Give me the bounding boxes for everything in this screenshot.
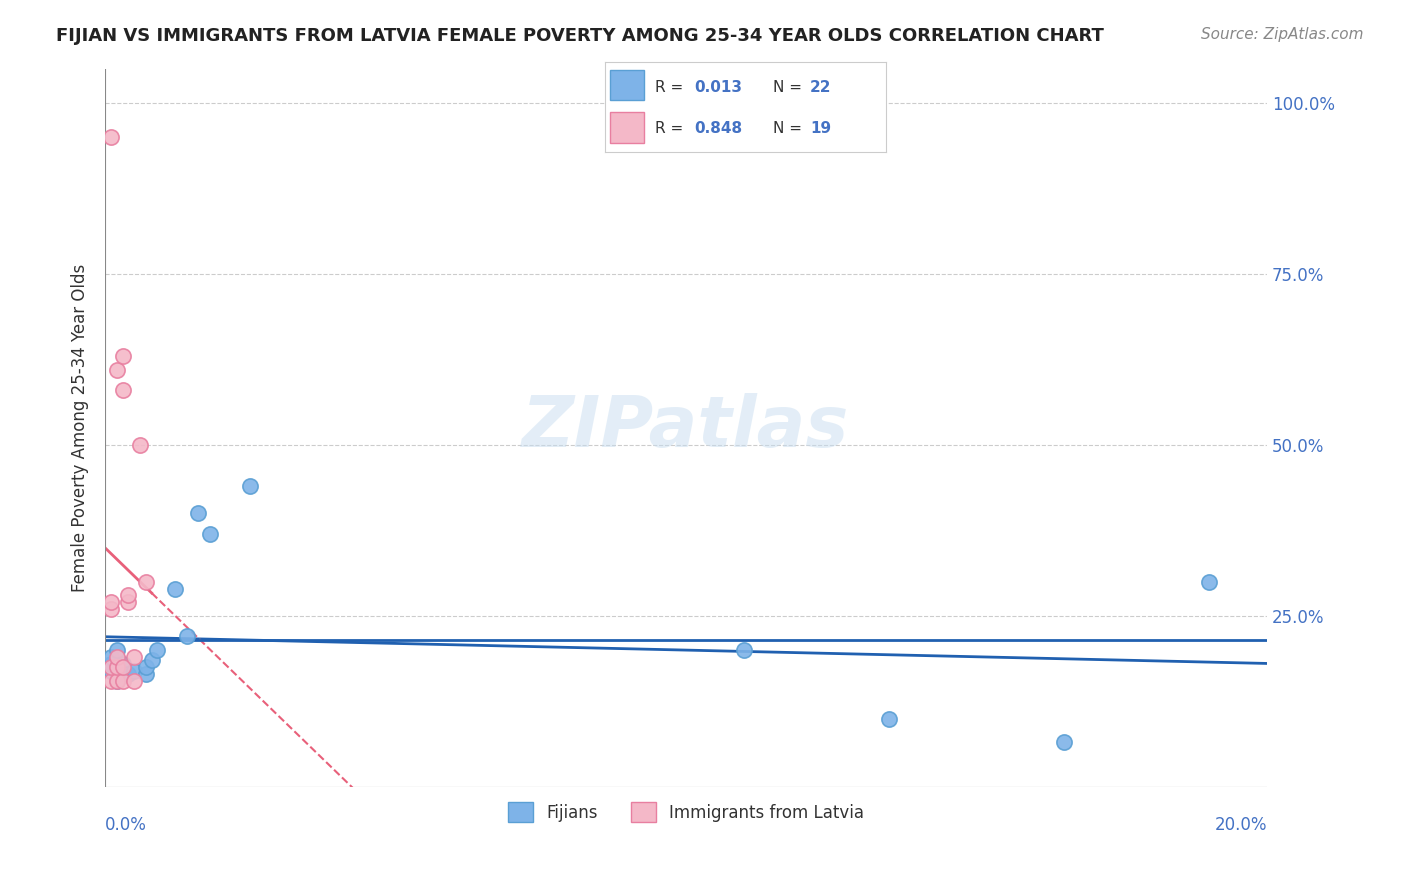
Point: [100, 673, 122, 688]
Y-axis label: Female Poverty Among 25-34 Year Olds: Female Poverty Among 25-34 Year Olds: [72, 264, 89, 592]
Text: 22: 22: [810, 80, 831, 95]
Point: [111, 657, 134, 671]
Point: [111, 349, 134, 363]
Point: [100, 664, 122, 678]
Text: 20.0%: 20.0%: [1215, 815, 1267, 834]
Text: R =: R =: [655, 80, 689, 95]
Point: [105, 643, 128, 657]
Text: Source: ZipAtlas.com: Source: ZipAtlas.com: [1201, 27, 1364, 42]
Point: [117, 667, 139, 681]
Text: ZIPatlas: ZIPatlas: [523, 393, 849, 462]
Point: [105, 667, 128, 681]
Point: [1052, 735, 1074, 749]
Point: [187, 506, 209, 520]
Point: [100, 657, 122, 671]
Point: [1198, 574, 1220, 589]
Point: [100, 602, 122, 616]
Point: [105, 673, 128, 688]
Text: 0.848: 0.848: [695, 121, 742, 136]
Point: [733, 643, 755, 657]
Point: [239, 479, 262, 493]
Point: [100, 130, 122, 145]
Point: [111, 383, 134, 397]
Point: [111, 673, 134, 688]
Point: [105, 660, 128, 674]
Legend: Fijians, Immigrants from Latvia: Fijians, Immigrants from Latvia: [501, 795, 870, 829]
Point: [117, 588, 139, 602]
Point: [198, 526, 221, 541]
Point: [135, 660, 157, 674]
Point: [105, 649, 128, 664]
Point: [117, 595, 139, 609]
Text: N =: N =: [773, 121, 807, 136]
Point: [122, 649, 145, 664]
Point: [163, 582, 186, 596]
Point: [146, 643, 169, 657]
FancyBboxPatch shape: [610, 70, 644, 100]
Point: [105, 362, 128, 376]
Text: 19: 19: [810, 121, 831, 136]
Point: [122, 673, 145, 688]
Point: [879, 712, 901, 726]
Point: [135, 574, 157, 589]
Point: [141, 653, 163, 667]
Text: 0.013: 0.013: [695, 80, 742, 95]
Point: [176, 629, 198, 643]
Point: [129, 438, 152, 452]
FancyBboxPatch shape: [610, 112, 644, 143]
Point: [135, 667, 157, 681]
Text: FIJIAN VS IMMIGRANTS FROM LATVIA FEMALE POVERTY AMONG 25-34 YEAR OLDS CORRELATIO: FIJIAN VS IMMIGRANTS FROM LATVIA FEMALE …: [56, 27, 1104, 45]
Point: [100, 649, 122, 664]
Text: 0.0%: 0.0%: [105, 815, 148, 834]
Text: N =: N =: [773, 80, 807, 95]
Point: [100, 595, 122, 609]
Text: R =: R =: [655, 121, 689, 136]
Point: [105, 673, 128, 688]
Point: [111, 660, 134, 674]
Point: [122, 664, 145, 678]
Point: [100, 660, 122, 674]
